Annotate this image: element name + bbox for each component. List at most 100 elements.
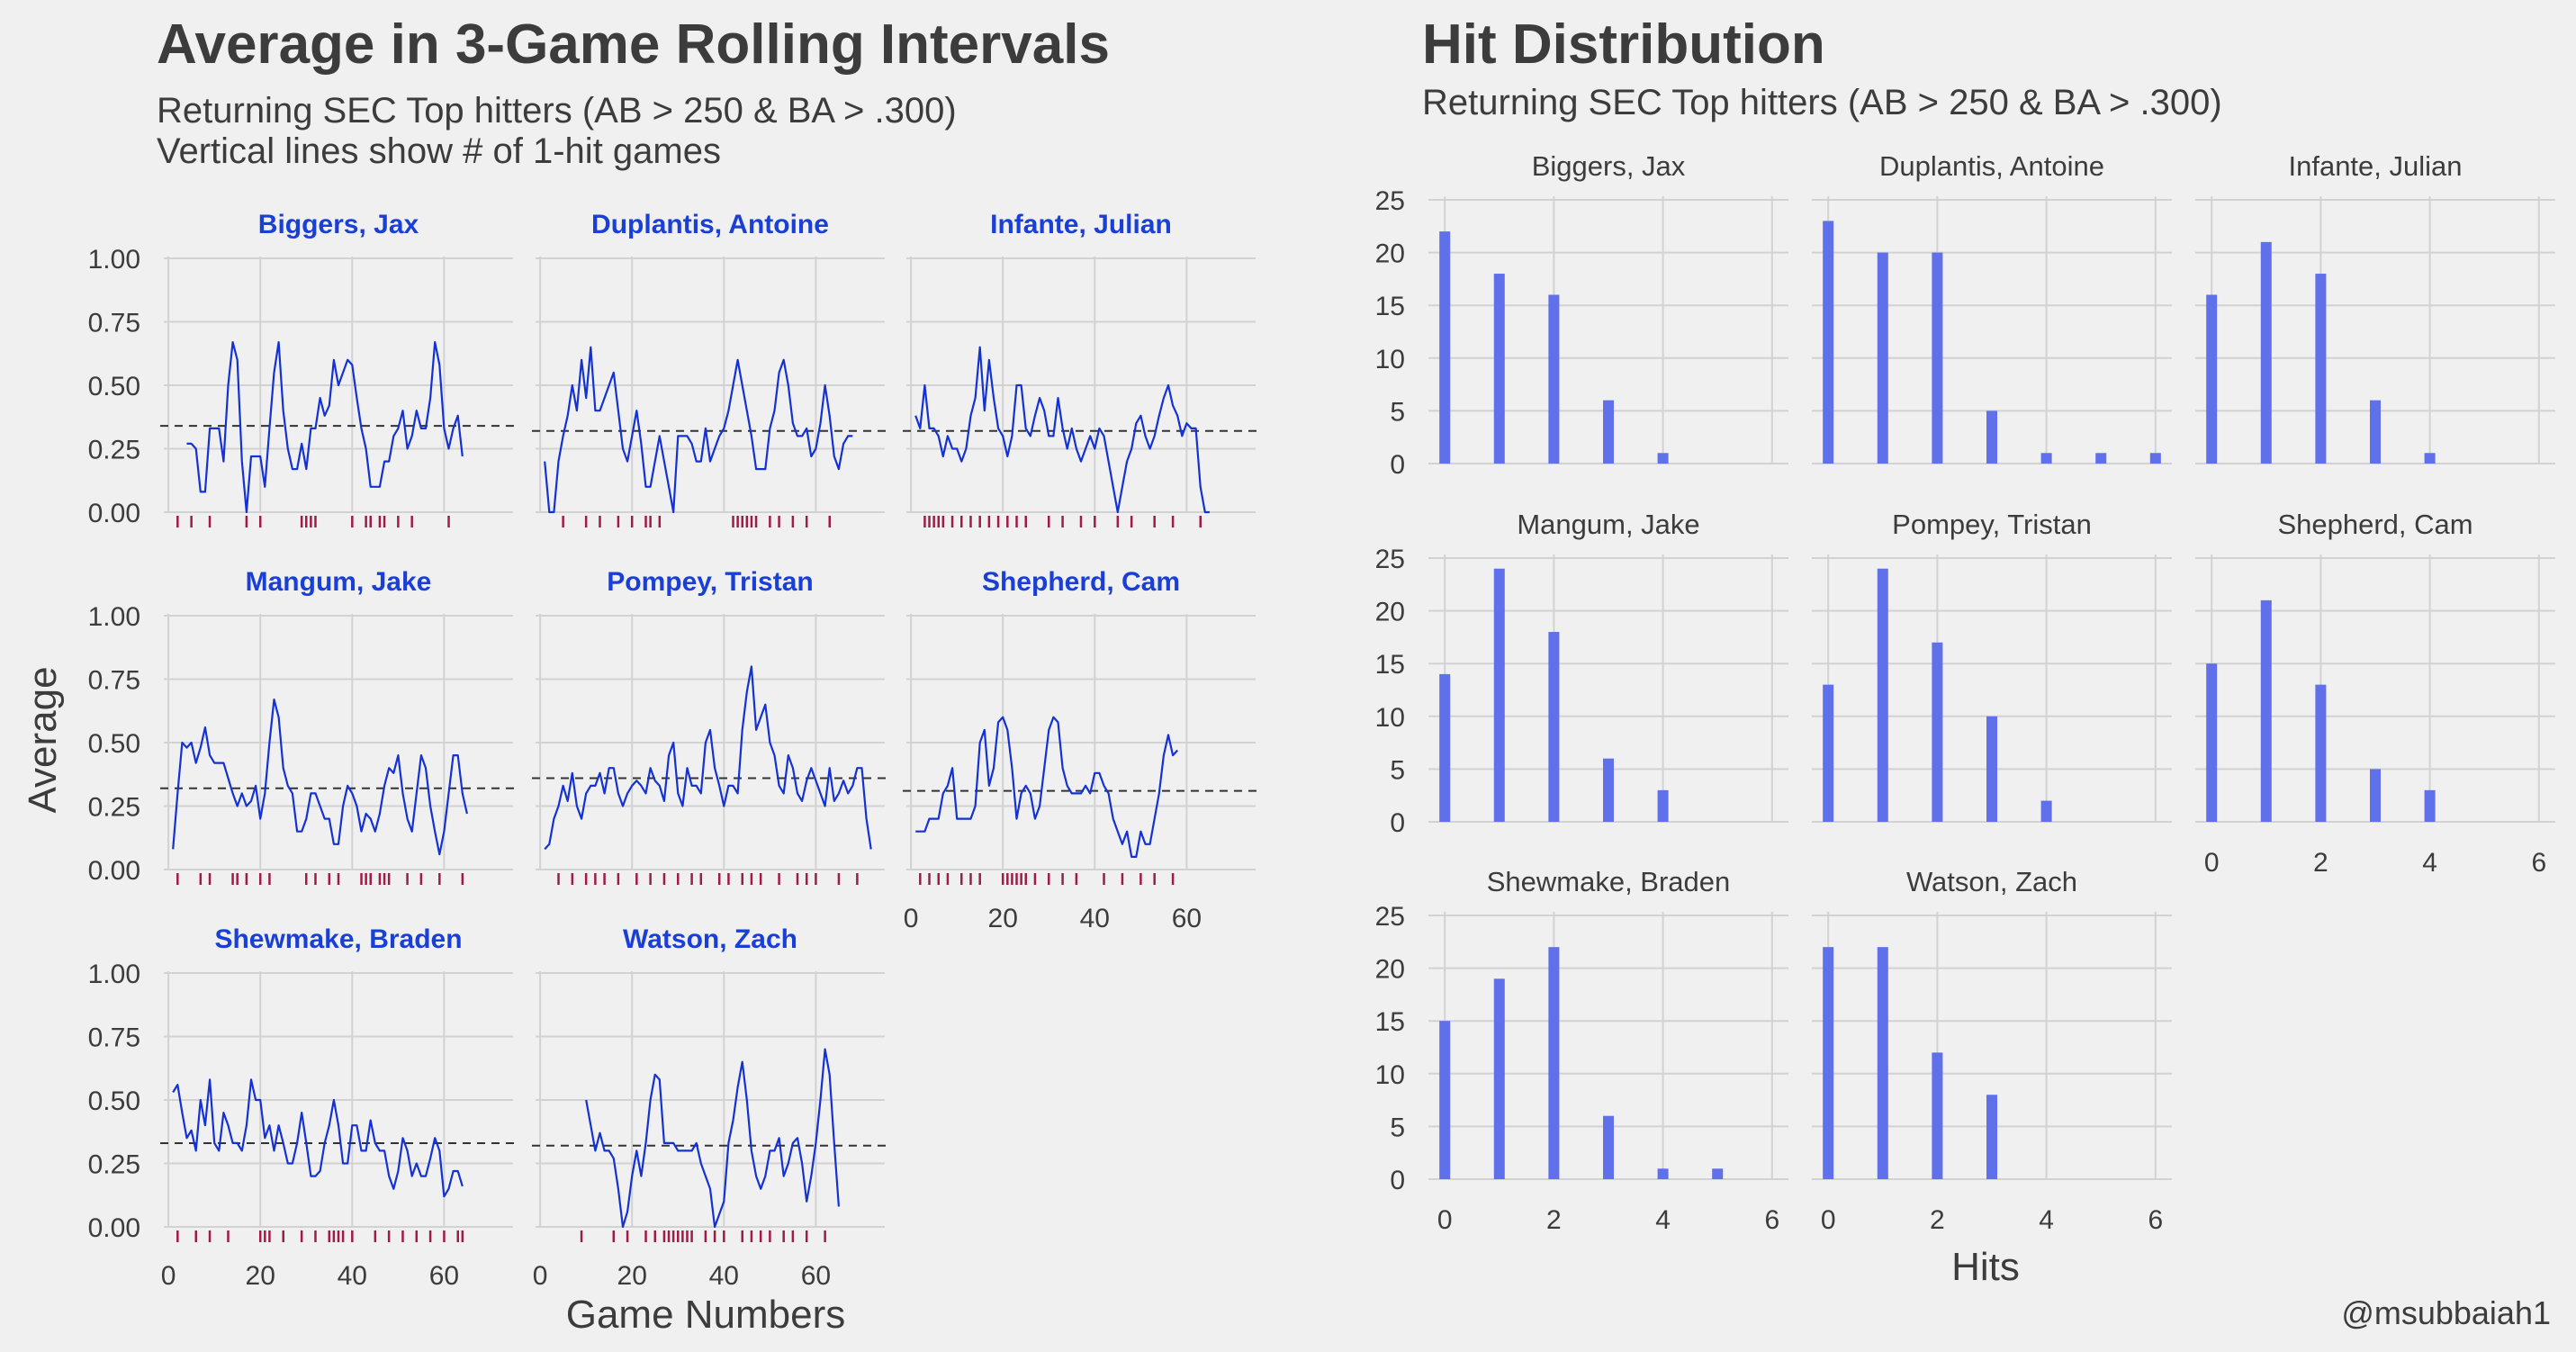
hist-panel-mangum-jake: Mangum, Jake 0 5 10 15 20 25 [1375,509,1788,838]
left-x-axis-title: Game Numbers [566,1293,846,1337]
x-tick-label: 20 [617,1261,647,1291]
hist-bar [2206,294,2218,464]
panel-pompey-tristan: Pompey, Tristan [532,567,888,885]
strip-label: Biggers, Jax [1532,150,1686,182]
x-tick-label: 0 [533,1261,548,1291]
strip-label: Shepherd, Cam [2277,509,2472,540]
x-tick-label: 6 [2148,1205,2163,1235]
y-tick-label: 0.50 [88,372,140,401]
rolling-average-panels: Biggers, Jax 0.00 0.25 0.50 0.75 1.00 Duplanti… [88,210,1259,1291]
right-chart-subtitle: Returning SEC Top hitters (AB > 250 & BA… [1422,83,2222,122]
hist-bar [1603,758,1614,822]
y-tick-label: 25 [1375,902,1405,932]
y-tick-label: 0 [1390,450,1405,480]
y-tick-label: 10 [1375,703,1405,733]
hist-bar [2149,453,2161,464]
x-tick-label: 2 [1930,1205,1945,1235]
hist-bar [1548,632,1560,822]
x-tick-label: 4 [2039,1205,2054,1235]
x-tick-label: 6 [2531,848,2546,878]
hist-bar [1439,231,1451,464]
strip-label: Pompey, Tristan [607,567,814,597]
hist-bar [1439,1021,1451,1179]
hist-bar [1657,1168,1669,1179]
y-tick-label: 0.50 [88,729,140,759]
hist-bar [1823,947,1834,1179]
hist-bar [1548,294,1560,464]
hist-panel-duplantis-antoine: Duplantis, Antoine [1812,150,2172,464]
y-tick-label: 0.00 [88,856,140,886]
panel-biggers-jax: Biggers, Jax 0.00 0.25 0.50 0.75 1.00 [88,210,517,528]
series-line [544,665,872,851]
hist-bar [1823,684,1834,822]
x-tick-label: 2 [2313,848,2328,878]
strip-label: Shewmake, Braden [1487,866,1731,897]
strip-label: Shewmake, Braden [214,924,462,954]
y-tick-label: 1.00 [88,602,140,632]
y-tick-label: 25 [1375,545,1405,574]
x-tick-label: 0 [904,904,919,933]
hist-bar [2206,663,2218,822]
hist-panel-shepherd-cam: Shepherd, Cam [2195,509,2555,823]
strip-label: Infante, Julian [2288,150,2462,182]
panel-shewmake-braden: Shewmake, Braden 0.00 0.25 0.50 0.75 1.00 [88,924,517,1243]
y-tick-label: 1.00 [88,245,140,275]
series-line [914,346,1210,514]
y-tick-label: 15 [1375,292,1405,321]
hist-bar [1493,274,1505,464]
hist-bar [1439,673,1451,822]
y-tick-label: 0.25 [88,793,140,823]
hist-panel-watson-zach: Watson, Zach [1812,866,2172,1180]
x-tick-label: 40 [1080,904,1110,933]
strip-label: Biggers, Jax [258,210,419,239]
y-tick-label: 15 [1375,1007,1405,1037]
series-line [585,1048,840,1229]
strip-label: Infante, Julian [990,210,1172,239]
hist-bar [1932,252,1943,464]
series-line [186,341,464,514]
right-x-axis-title: Hits [1951,1245,2020,1289]
y-tick-label: 5 [1390,755,1405,785]
y-tick-label: 0.75 [88,666,140,696]
left-y-axis-title: Average [21,666,65,813]
y-tick-label: 5 [1390,397,1405,427]
y-tick-label: 0.25 [88,436,140,465]
hist-bar [1657,453,1669,464]
y-tick-label: 15 [1375,650,1405,680]
y-tick-label: 20 [1375,239,1405,269]
left-chart-subtitle: Returning SEC Top hitters (AB > 250 & BA… [157,91,957,131]
series-line [172,1078,464,1198]
strip-label: Duplantis, Antoine [591,210,829,239]
x-tick-label: 60 [1172,904,1202,933]
series-line [172,698,468,856]
strip-label: Watson, Zach [623,924,797,954]
hist-panel-pompey-tristan: Pompey, Tristan [1812,509,2172,823]
hist-bar [1493,568,1505,822]
hist-bar [1932,1052,1943,1179]
hist-bar [1877,568,1888,822]
hist-bar [1986,716,1997,822]
x-tick-label: 0 [2204,848,2220,878]
x-tick-label: 40 [709,1261,739,1291]
x-tick-label: 0 [1821,1205,1836,1235]
caption-handle: @msubbaiah1 [2341,1294,2551,1331]
panel-shepherd-cam: Shepherd, Cam [903,567,1259,885]
series-line [915,716,1179,859]
left-chart-title: Average in 3-Game Rolling Intervals [157,14,1110,76]
x-tick-label: 2 [1546,1205,1562,1235]
x-tick-label: 20 [246,1261,275,1291]
hist-panel-infante-julian: Infante, Julian [2195,150,2555,464]
hist-bar [1712,1168,1724,1179]
panel-mangum-jake: Mangum, Jake 0.00 0.25 0.50 0.75 1.00 [88,567,517,886]
y-tick-label: 20 [1375,598,1405,627]
y-tick-label: 0.75 [88,1023,140,1053]
x-tick-label: 4 [1655,1205,1671,1235]
strip-label: Mangum, Jake [246,567,432,597]
y-tick-label: 0 [1390,1166,1405,1195]
hist-bar [1493,978,1505,1179]
hist-bar [2370,769,2381,822]
hist-bar [2040,800,2052,822]
x-tick-label: 6 [1764,1205,1779,1235]
